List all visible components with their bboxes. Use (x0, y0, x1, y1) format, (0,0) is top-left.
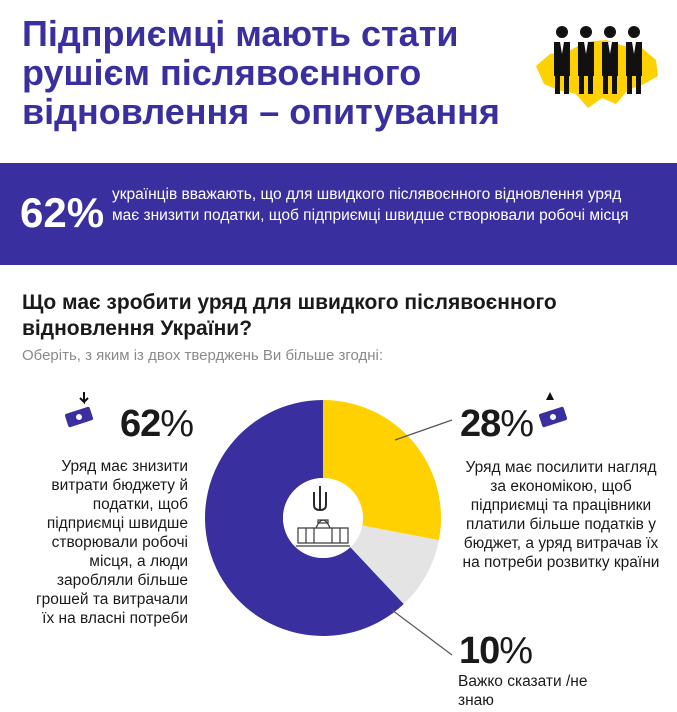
slice-label-dont-know: Важко сказати /не знаю (458, 673, 588, 709)
slice-label-reduce-taxes: Уряд має знизити витрати бюджету й подат… (35, 458, 188, 627)
page-title: Підприємці мають стати рушієм післявоєнн… (22, 13, 500, 132)
percent-label-increase-oversight: 28% (460, 403, 534, 445)
banner-percent: 62% (20, 189, 105, 236)
percent-label-dont-know: 10% (459, 630, 533, 672)
summary-banner: 62% українців вважають, що для швидкого … (0, 163, 677, 265)
donut-hole (283, 478, 363, 558)
percent-label-reduce-taxes: 62% (120, 403, 194, 445)
parliament-building-icon (296, 519, 350, 547)
slice-dont-know (350, 525, 439, 605)
slice-increase-oversight (323, 400, 441, 541)
leader-line-bottom (391, 609, 453, 656)
slice-reduce-taxes (204, 400, 404, 637)
slice-label-increase-oversight: Уряд має посилити нагляд за економікою, … (462, 459, 660, 571)
leader-line-right (394, 419, 453, 441)
banner-text: українців вважають, що для швидкого післ… (112, 186, 629, 224)
question-title: Що має зробити уряд для швидкого післяво… (22, 291, 557, 340)
money-up-icon (538, 392, 568, 428)
question-subtitle: Оберіть, з яким із двох тверджень Ви біл… (22, 347, 384, 364)
money-down-icon (64, 392, 94, 428)
trident-icon (313, 486, 327, 512)
business-people-map-icon (536, 26, 658, 108)
